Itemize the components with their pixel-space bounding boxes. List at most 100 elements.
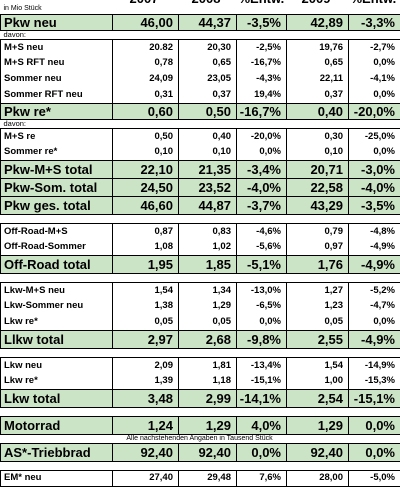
row-label: M+S RFT neu [1,55,113,71]
cell-entw1: -4,3% [237,71,287,87]
cell-2009: 20,71 [287,160,349,178]
spacer [1,407,400,416]
cell-2007: 1,38 [113,298,179,314]
cell-2009: 0,10 [287,144,349,160]
row-ms-neu: M+S neu 20.82 20,30 -2,5% 19,76 -2,7% [1,39,400,55]
row-lkw-neu: Lkw neu 2,09 1,81 -13,4% 1,54 -14,9% [1,357,400,373]
cell-entw2: -3,3% [349,14,400,30]
row-pkw-re: Pkw re* 0,60 0,50 -16,7% 0,40 -20,0% [1,103,400,119]
cell-entw2: -5,0% [349,470,400,486]
cell-entw1: -3,5% [237,14,287,30]
cell-entw1: -16,7% [237,55,287,71]
row-label: Pkw ges. total [1,196,113,214]
row-label: Llkw total [1,330,113,348]
row-label: Lkw re* [1,314,113,330]
cell-2008: 0,37 [179,87,237,103]
row-label: Lkw neu [1,357,113,373]
cell-2008: 1,18 [179,373,237,389]
cell-2007: 46,00 [113,14,179,30]
cell-entw2: -25,0% [349,128,400,144]
cell-entw1: -2,5% [237,39,287,55]
cell-2008: 1,34 [179,282,237,298]
row-label: Lkw re* [1,373,113,389]
cell-2009: 1,54 [287,357,349,373]
cell-entw1: -3,4% [237,160,287,178]
cell-entw2: -4,7% [349,298,400,314]
cell-2008: 0,10 [179,144,237,160]
cell-2009: 2,54 [287,389,349,407]
cell-entw1: -4,6% [237,223,287,239]
cell-2008: 2,99 [179,389,237,407]
cell-entw1: -13,4% [237,357,287,373]
cell-2007: 1,08 [113,239,179,255]
cell-2009: 1,76 [287,255,349,273]
row-label: Off-Road-Sommer [1,239,113,255]
cell-2007: 0,05 [113,314,179,330]
cell-2009: 0,97 [287,239,349,255]
tausend-note: Alle nachstehenden Angaben in Tausend St… [1,434,400,443]
cell-2007: 1,24 [113,416,179,434]
cell-entw2: -15,1% [349,389,400,407]
cell-2008: 1,02 [179,239,237,255]
cell-2008: 21,35 [179,160,237,178]
spacer [1,273,400,282]
row-pkw-neu: Pkw neu 46,00 44,37 -3,5% 42,89 -3,3% [1,14,400,30]
davon-label: davon: [1,119,400,128]
cell-entw2: 0,0% [349,314,400,330]
row-label: Pkw neu [1,14,113,30]
cell-2008: 23,52 [179,178,237,196]
row-label: Lkw-M+S neu [1,282,113,298]
cell-2009: 0,79 [287,223,349,239]
cell-2007: 46,60 [113,196,179,214]
row-label: Off-Road total [1,255,113,273]
row-label: Sommer re* [1,144,113,160]
cell-2007: 22,10 [113,160,179,178]
row-label: Pkw-M+S total [1,160,113,178]
col-2007-header: 2007 [113,0,179,14]
row-ms-re: M+S re 0,50 0,40 -20,0% 0,30 -25,0% [1,128,400,144]
cell-2007: 3,48 [113,389,179,407]
cell-2008: 23,05 [179,71,237,87]
cell-2009: 0,65 [287,55,349,71]
cell-entw2: -4,0% [349,178,400,196]
row-ms-rft-neu: M+S RFT neu 0,78 0,65 -16,7% 0,65 0,0% [1,55,400,71]
col-entw2-header: %Entw. [349,0,400,14]
row-offroad-ms: Off-Road-M+S 0,87 0,83 -4,6% 0,79 -4,8% [1,223,400,239]
cell-2007: 0,10 [113,144,179,160]
cell-2009: 43,29 [287,196,349,214]
cell-2008: 44,37 [179,14,237,30]
cell-2007: 92,40 [113,443,179,461]
cell-entw2: -4,8% [349,223,400,239]
cell-entw2: 0,0% [349,87,400,103]
spacer [1,461,400,470]
cell-2009: 0,05 [287,314,349,330]
row-sommer-rft-neu: Sommer RFT neu 0,31 0,37 19,4% 0,37 0,0% [1,87,400,103]
cell-2008: 0,83 [179,223,237,239]
cell-2007: 2,97 [113,330,179,348]
cell-entw1: 0,0% [237,443,287,461]
cell-entw1: -20,0% [237,128,287,144]
cell-2007: 0,31 [113,87,179,103]
cell-entw2: -5,2% [349,282,400,298]
cell-2009: 22,11 [287,71,349,87]
cell-2009: 19,76 [287,39,349,55]
cell-2008: 0,50 [179,103,237,119]
cell-entw2: -20,0% [349,103,400,119]
row-label: EM* neu [1,470,113,486]
row-lkw-ms-neu: Lkw-M+S neu 1,54 1,34 -13,0% 1,27 -5,2% [1,282,400,298]
cell-2009: 0,40 [287,103,349,119]
cell-entw1: -14,1% [237,389,287,407]
cell-2008: 2,68 [179,330,237,348]
row-label: Motorrad [1,416,113,434]
tausend-note-row: Alle nachstehenden Angaben in Tausend St… [1,434,400,443]
row-as-triebbrad: AS*-Triebbrad 92,40 92,40 0,0% 92,40 0,0… [1,443,400,461]
cell-2007: 1,54 [113,282,179,298]
cell-2007: 27,40 [113,470,179,486]
davon-label: davon: [1,30,400,39]
row-label: Pkw-Som. total [1,178,113,196]
col-entw1-header: %Entw. [237,0,287,14]
cell-2008: 92,40 [179,443,237,461]
cell-entw1: -4,0% [237,178,287,196]
